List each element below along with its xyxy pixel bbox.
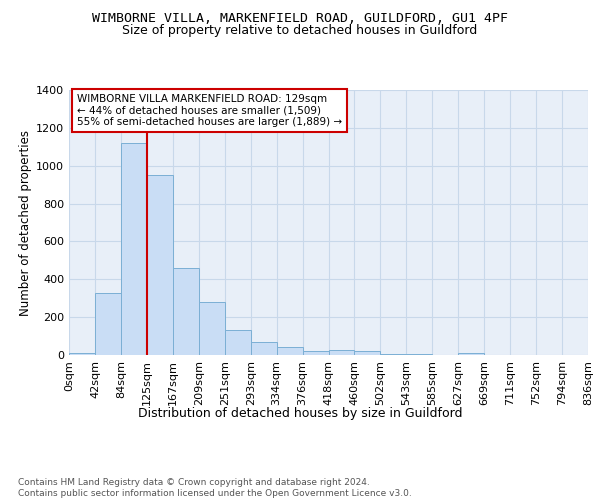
Bar [380, 354, 406, 355]
Bar [458, 353, 484, 355]
Bar [95, 294, 121, 355]
Text: Contains HM Land Registry data © Crown copyright and database right 2024.
Contai: Contains HM Land Registry data © Crown c… [18, 478, 412, 498]
Text: Distribution of detached houses by size in Guildford: Distribution of detached houses by size … [138, 408, 462, 420]
Bar [199, 302, 224, 355]
Text: WIMBORNE VILLA, MARKENFIELD ROAD, GUILDFORD, GU1 4PF: WIMBORNE VILLA, MARKENFIELD ROAD, GUILDF… [92, 12, 508, 26]
Bar [355, 351, 380, 355]
Bar [121, 143, 147, 355]
Bar [69, 353, 95, 355]
Y-axis label: Number of detached properties: Number of detached properties [19, 130, 32, 316]
Text: WIMBORNE VILLA MARKENFIELD ROAD: 129sqm
← 44% of detached houses are smaller (1,: WIMBORNE VILLA MARKENFIELD ROAD: 129sqm … [77, 94, 342, 127]
Bar [329, 350, 355, 355]
Bar [406, 354, 432, 355]
Bar [173, 268, 199, 355]
Bar [225, 330, 251, 355]
Bar [302, 351, 329, 355]
Text: Size of property relative to detached houses in Guildford: Size of property relative to detached ho… [122, 24, 478, 37]
Bar [147, 175, 173, 355]
Bar [251, 342, 277, 355]
Bar [277, 348, 302, 355]
